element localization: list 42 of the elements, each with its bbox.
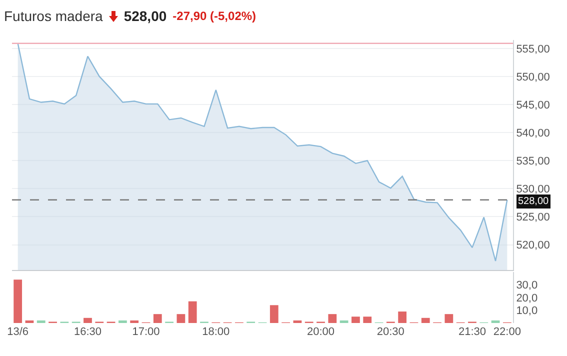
bar [328,314,337,323]
bar [421,318,430,323]
bar [491,320,500,323]
chart-title: Futuros madera [4,8,103,24]
text: 528,00 [124,8,167,24]
bar [153,314,162,323]
bar [270,305,278,323]
bar [398,312,407,323]
x-tick-label: 20:30 [376,326,404,338]
bar [188,301,197,323]
bar [363,316,372,323]
x-tick-label: 22:00 [493,326,521,338]
y-tick-label: 550,00 [516,71,550,84]
bar [25,320,34,323]
bar [118,320,127,323]
bar [84,318,92,323]
ref-line-label: 528,00 [518,196,550,207]
y-tick-label: 30,0 [516,280,538,292]
y-tick-label: 520,00 [516,240,550,252]
bar [176,314,186,323]
y-tick-label: 530,00 [516,184,550,196]
x-tick-label: 16:30 [74,326,102,338]
bar [14,280,22,323]
bar [444,314,454,323]
text: -27,90 (-5,02%) [172,9,256,23]
bar [352,316,360,323]
y-tick-label: 525,00 [516,212,550,224]
x-tick-label: 17:00 [132,326,160,338]
y-tick-label: 540,00 [516,127,550,140]
y-tick-label: 535,00 [516,155,550,168]
y-tick-label: 545,00 [516,99,550,112]
x-tick-label: 20:00 [306,326,335,338]
y-tick-label: 10,0 [516,305,538,318]
bar [36,320,46,323]
bar [340,320,348,323]
x-tick-label: 13/6 [7,326,29,338]
y-tick-label: 555,00 [516,43,550,56]
x-tick-label: 21:30 [458,326,486,338]
y-tick-label: 20,0 [516,292,538,304]
bar [293,320,302,323]
x-tick-label: 18:00 [202,326,230,338]
bar [130,320,139,323]
